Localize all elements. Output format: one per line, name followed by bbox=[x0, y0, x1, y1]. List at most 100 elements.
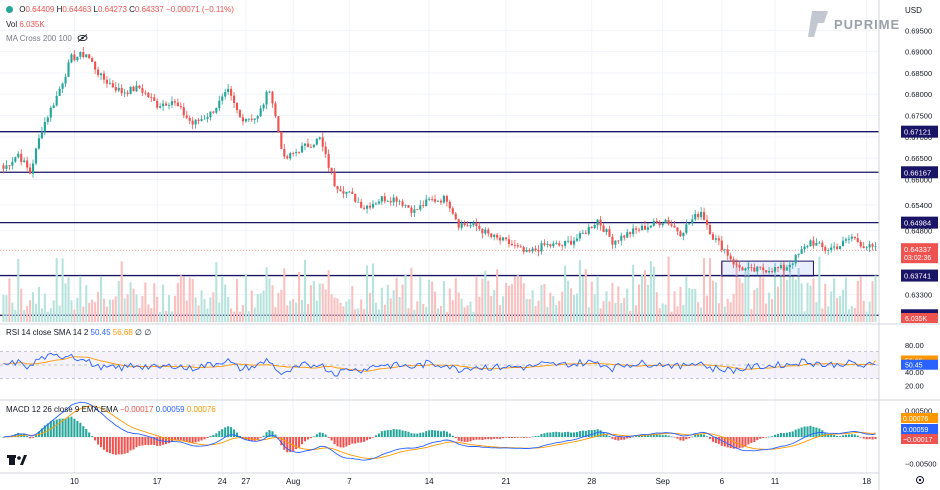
volume-bar bbox=[34, 303, 38, 322]
volume-bar bbox=[312, 281, 315, 322]
macd-histogram-bar bbox=[475, 437, 478, 440]
macd-histogram-bar bbox=[99, 437, 103, 448]
candle-body bbox=[575, 238, 579, 241]
market-status-icon bbox=[6, 6, 13, 13]
macd-histogram-bar bbox=[865, 437, 868, 440]
macd-histogram-bar bbox=[584, 430, 587, 437]
macd-histogram-bar bbox=[185, 437, 188, 442]
macd-last-label-bg bbox=[901, 424, 938, 434]
candle-body bbox=[185, 115, 188, 118]
volume-bar bbox=[108, 299, 111, 322]
volume-bar bbox=[578, 260, 581, 322]
volume-bar bbox=[454, 277, 457, 322]
volume-bar bbox=[330, 294, 333, 322]
macd-histogram-bar bbox=[401, 430, 404, 437]
candle-body bbox=[791, 263, 794, 265]
volume-bar bbox=[167, 295, 171, 322]
volume-bar bbox=[206, 308, 209, 322]
macd-histogram-bar bbox=[339, 437, 342, 448]
price-tick-label: 0.66000 bbox=[905, 175, 932, 184]
macd-histogram-bar bbox=[635, 436, 638, 437]
range-box bbox=[721, 260, 814, 277]
candle-body bbox=[200, 119, 203, 121]
macd-histogram-bar bbox=[673, 437, 676, 438]
candle-body bbox=[357, 201, 360, 203]
rsi-last-label: 50.45 bbox=[905, 363, 923, 370]
tradingview-logo[interactable] bbox=[7, 455, 27, 465]
candle-body bbox=[564, 241, 567, 246]
high-value: 0.64463 bbox=[62, 5, 92, 14]
candle-body bbox=[34, 148, 38, 164]
volume-bar bbox=[806, 282, 809, 322]
candle-body bbox=[348, 191, 351, 193]
volume-bar bbox=[289, 300, 292, 322]
candle-body bbox=[632, 228, 635, 235]
candle-body bbox=[366, 205, 369, 209]
volume-bar bbox=[221, 275, 224, 322]
volume-bar bbox=[759, 275, 762, 322]
candle-body bbox=[191, 120, 194, 125]
candle-body bbox=[439, 200, 443, 203]
volume-bar bbox=[244, 274, 247, 322]
volume-bar bbox=[52, 300, 55, 322]
macd-histogram-bar bbox=[67, 417, 70, 437]
volume-bar bbox=[141, 296, 144, 322]
settings-icon[interactable] bbox=[916, 476, 924, 484]
candle-body bbox=[723, 249, 726, 251]
macd-histogram-bar bbox=[265, 432, 268, 437]
candle-body bbox=[413, 209, 416, 213]
macd-histogram-bar bbox=[460, 437, 463, 442]
macd-histogram-bar bbox=[874, 437, 877, 439]
ma-legend[interactable]: MA Cross 200 100 bbox=[6, 34, 88, 43]
horizontal-levels bbox=[0, 131, 879, 316]
candle-body bbox=[519, 246, 522, 248]
volume-bar bbox=[632, 264, 635, 322]
candle-body bbox=[469, 225, 472, 227]
candle-body bbox=[516, 245, 519, 247]
macd-histogram-bar bbox=[94, 437, 97, 441]
candle-body bbox=[333, 172, 336, 187]
macd-histogram-bar bbox=[791, 431, 794, 437]
candle-body bbox=[73, 54, 76, 61]
level-label: 0.66167 bbox=[904, 168, 931, 177]
macd-histogram-bar bbox=[502, 437, 505, 439]
volume-bar bbox=[510, 284, 513, 322]
candle-body bbox=[159, 106, 162, 108]
candle-body bbox=[821, 242, 824, 248]
macd-histogram-bar bbox=[448, 433, 451, 437]
candle-body bbox=[416, 209, 419, 211]
volume-bar bbox=[105, 306, 108, 322]
volume-legend: Vol 6.035K bbox=[6, 20, 45, 29]
macd-histogram-bar bbox=[658, 434, 661, 437]
volume-bar bbox=[830, 291, 833, 322]
candle-body bbox=[729, 255, 732, 260]
volume-bar bbox=[602, 300, 605, 322]
volume-bar bbox=[43, 293, 46, 322]
candle-body bbox=[836, 246, 839, 250]
macd-histogram-bar bbox=[407, 431, 410, 437]
volume-bar bbox=[191, 279, 194, 322]
volume-bar bbox=[179, 275, 182, 322]
volume-bar bbox=[114, 296, 117, 322]
volume-bar bbox=[670, 311, 673, 322]
volume-bar bbox=[425, 306, 428, 322]
eye-hidden-icon[interactable] bbox=[77, 34, 88, 42]
macd-histogram-bar bbox=[398, 429, 401, 437]
candle-body bbox=[280, 131, 283, 149]
candle-body bbox=[830, 247, 833, 251]
volume-bar bbox=[868, 301, 871, 322]
volume-bar bbox=[224, 284, 227, 322]
volume-bar bbox=[413, 309, 416, 322]
macd-histogram-bar bbox=[472, 437, 475, 441]
volume-bar bbox=[549, 292, 552, 322]
volume-bar bbox=[552, 296, 555, 322]
currency-label[interactable]: USD bbox=[905, 6, 922, 15]
volume-bar bbox=[333, 297, 336, 322]
candle-body bbox=[79, 52, 82, 57]
candle-body bbox=[617, 240, 620, 242]
candle-body bbox=[534, 248, 537, 251]
candle-body bbox=[398, 201, 401, 203]
x-tick-label: 18 bbox=[862, 477, 871, 486]
volume-bar bbox=[487, 280, 490, 322]
